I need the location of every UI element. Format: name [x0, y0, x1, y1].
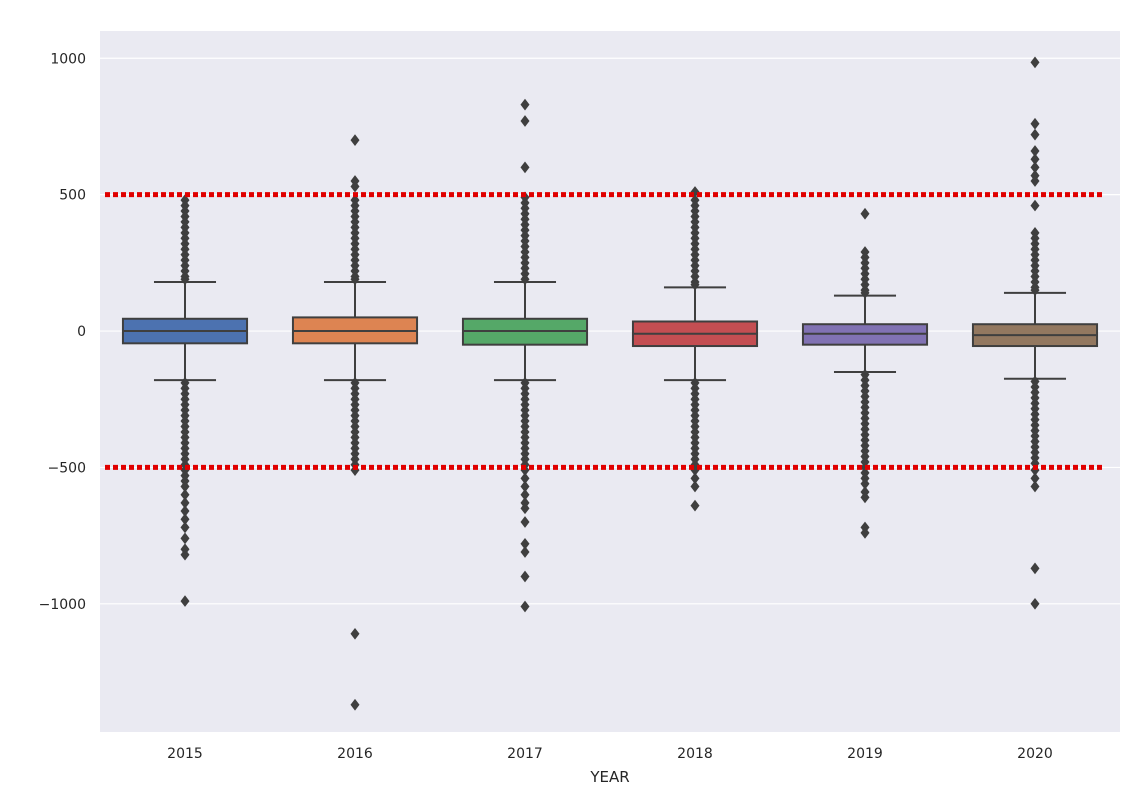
x-tick-label: 2020	[1017, 746, 1053, 762]
box-2015	[121, 194, 249, 607]
outlier-point	[520, 537, 530, 550]
outlier-point	[350, 698, 360, 711]
outlier-point	[520, 502, 530, 515]
outlier-point	[1030, 175, 1040, 187]
y-tick-label: −1000	[39, 597, 86, 613]
outlier-point	[860, 527, 870, 539]
outlier-point	[350, 180, 360, 193]
y-tick-label: 1000	[50, 51, 86, 67]
outlier-point	[180, 273, 190, 286]
outlier-point	[520, 472, 530, 485]
outlier-point	[860, 477, 870, 490]
box-2019	[801, 207, 929, 539]
outlier-point	[690, 472, 700, 485]
outlier-point	[860, 287, 870, 299]
outlier-point	[520, 600, 530, 613]
x-tick-label: 2018	[677, 746, 713, 762]
y-tick-label: 0	[77, 324, 86, 340]
outlier-point	[690, 278, 700, 291]
outlier-point	[180, 480, 190, 493]
outlier-point	[180, 513, 190, 526]
box-series	[121, 56, 1099, 711]
outlier-point	[1030, 117, 1040, 130]
outlier-point	[1030, 562, 1040, 575]
outlier-point	[520, 516, 530, 528]
outlier-point	[1030, 145, 1040, 157]
outlier-point	[180, 548, 190, 561]
outlier-point	[1030, 597, 1040, 610]
outlier-point	[1030, 472, 1040, 485]
y-tick-labels: 1000 500 0 −500 −1000	[39, 51, 86, 613]
outlier-point	[350, 464, 360, 476]
outlier-point	[690, 499, 700, 512]
outlier-point	[1030, 153, 1040, 166]
outlier-point	[1030, 161, 1040, 174]
outlier-point	[520, 480, 530, 493]
x-tick-label: 2019	[847, 746, 883, 762]
outlier-point	[690, 480, 700, 493]
outlier-point	[180, 505, 190, 517]
box-2020	[971, 56, 1099, 610]
outlier-point	[520, 546, 530, 558]
outlier-point	[520, 98, 530, 111]
box-2018	[631, 186, 759, 512]
box-2017	[461, 98, 589, 613]
outlier-point	[180, 488, 190, 501]
outlier-point	[350, 627, 360, 640]
box-2016	[291, 134, 419, 711]
outlier-point	[1030, 480, 1040, 493]
outlier-point	[180, 532, 190, 545]
outlier-point	[860, 491, 870, 504]
outlier-point	[350, 134, 360, 146]
outlier-point	[180, 595, 190, 607]
plot-area	[100, 31, 1120, 732]
outlier-point	[520, 273, 530, 286]
x-axis-label: YEAR	[589, 768, 629, 786]
outlier-point	[690, 464, 700, 476]
x-tick-label: 2016	[337, 746, 373, 762]
outlier-point	[1030, 464, 1040, 476]
outlier-point	[860, 207, 870, 220]
outlier-point	[520, 488, 530, 501]
x-tick-label: 2017	[507, 746, 543, 762]
reference-lines	[105, 192, 1105, 470]
outlier-point	[1030, 56, 1040, 69]
outlier-point	[180, 521, 190, 534]
outlier-point	[520, 115, 530, 127]
outlier-point	[1030, 199, 1040, 212]
outlier-point	[520, 464, 530, 476]
outlier-point	[520, 161, 530, 174]
x-tick-label: 2015	[167, 746, 203, 762]
x-tick-labels: 2015 2016 2017 2018 2019 2020	[167, 746, 1053, 762]
outlier-point	[1030, 284, 1040, 296]
outlier-point	[350, 273, 360, 286]
outlier-point	[520, 570, 530, 583]
outlier-point	[1030, 128, 1040, 141]
outlier-point	[180, 497, 190, 509]
y-tick-label: 500	[59, 188, 86, 204]
y-tick-label: −500	[48, 460, 86, 476]
